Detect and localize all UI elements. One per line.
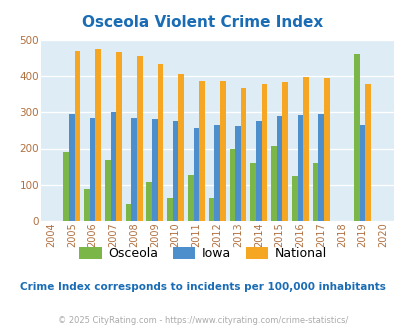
Bar (75, 51, 80, 221)
Bar (116, 51, 121, 221)
Bar (297, 115, 303, 221)
Bar (214, 125, 220, 221)
Text: © 2025 CityRating.com - https://www.cityrating.com/crime-statistics/: © 2025 CityRating.com - https://www.city… (58, 315, 347, 325)
Bar (167, 197, 173, 221)
Bar (178, 74, 183, 221)
Bar (250, 163, 255, 221)
Bar (95, 50, 101, 221)
Text: Osceola Violent Crime Index: Osceola Violent Crime Index (82, 15, 323, 30)
Bar (110, 112, 116, 221)
Bar (152, 119, 157, 221)
Text: Crime Index corresponds to incidents per 100,000 inhabitants: Crime Index corresponds to incidents per… (20, 282, 385, 292)
Bar (303, 77, 308, 221)
Bar (359, 125, 364, 221)
Bar (318, 115, 323, 221)
Bar (173, 121, 178, 221)
Bar (126, 204, 131, 221)
Bar (104, 160, 110, 221)
Bar (193, 128, 199, 221)
Bar (146, 182, 152, 221)
Bar (281, 82, 287, 221)
Bar (271, 146, 276, 221)
Bar (131, 117, 136, 221)
Legend: Osceola, Iowa, National: Osceola, Iowa, National (74, 242, 331, 265)
Bar (208, 197, 214, 221)
Bar (84, 189, 90, 221)
Bar (255, 121, 261, 221)
Bar (229, 148, 234, 221)
Bar (157, 64, 163, 221)
Bar (63, 152, 69, 221)
Bar (364, 83, 370, 221)
Bar (323, 78, 329, 221)
Bar (261, 84, 266, 221)
Bar (291, 176, 297, 221)
Bar (312, 163, 318, 221)
Bar (90, 117, 95, 221)
Bar (69, 114, 75, 221)
Bar (276, 116, 281, 221)
Bar (220, 81, 225, 221)
Bar (188, 175, 193, 221)
Bar (199, 81, 205, 221)
Bar (240, 88, 246, 221)
Bar (136, 56, 142, 221)
Bar (354, 54, 359, 221)
Bar (234, 126, 240, 221)
